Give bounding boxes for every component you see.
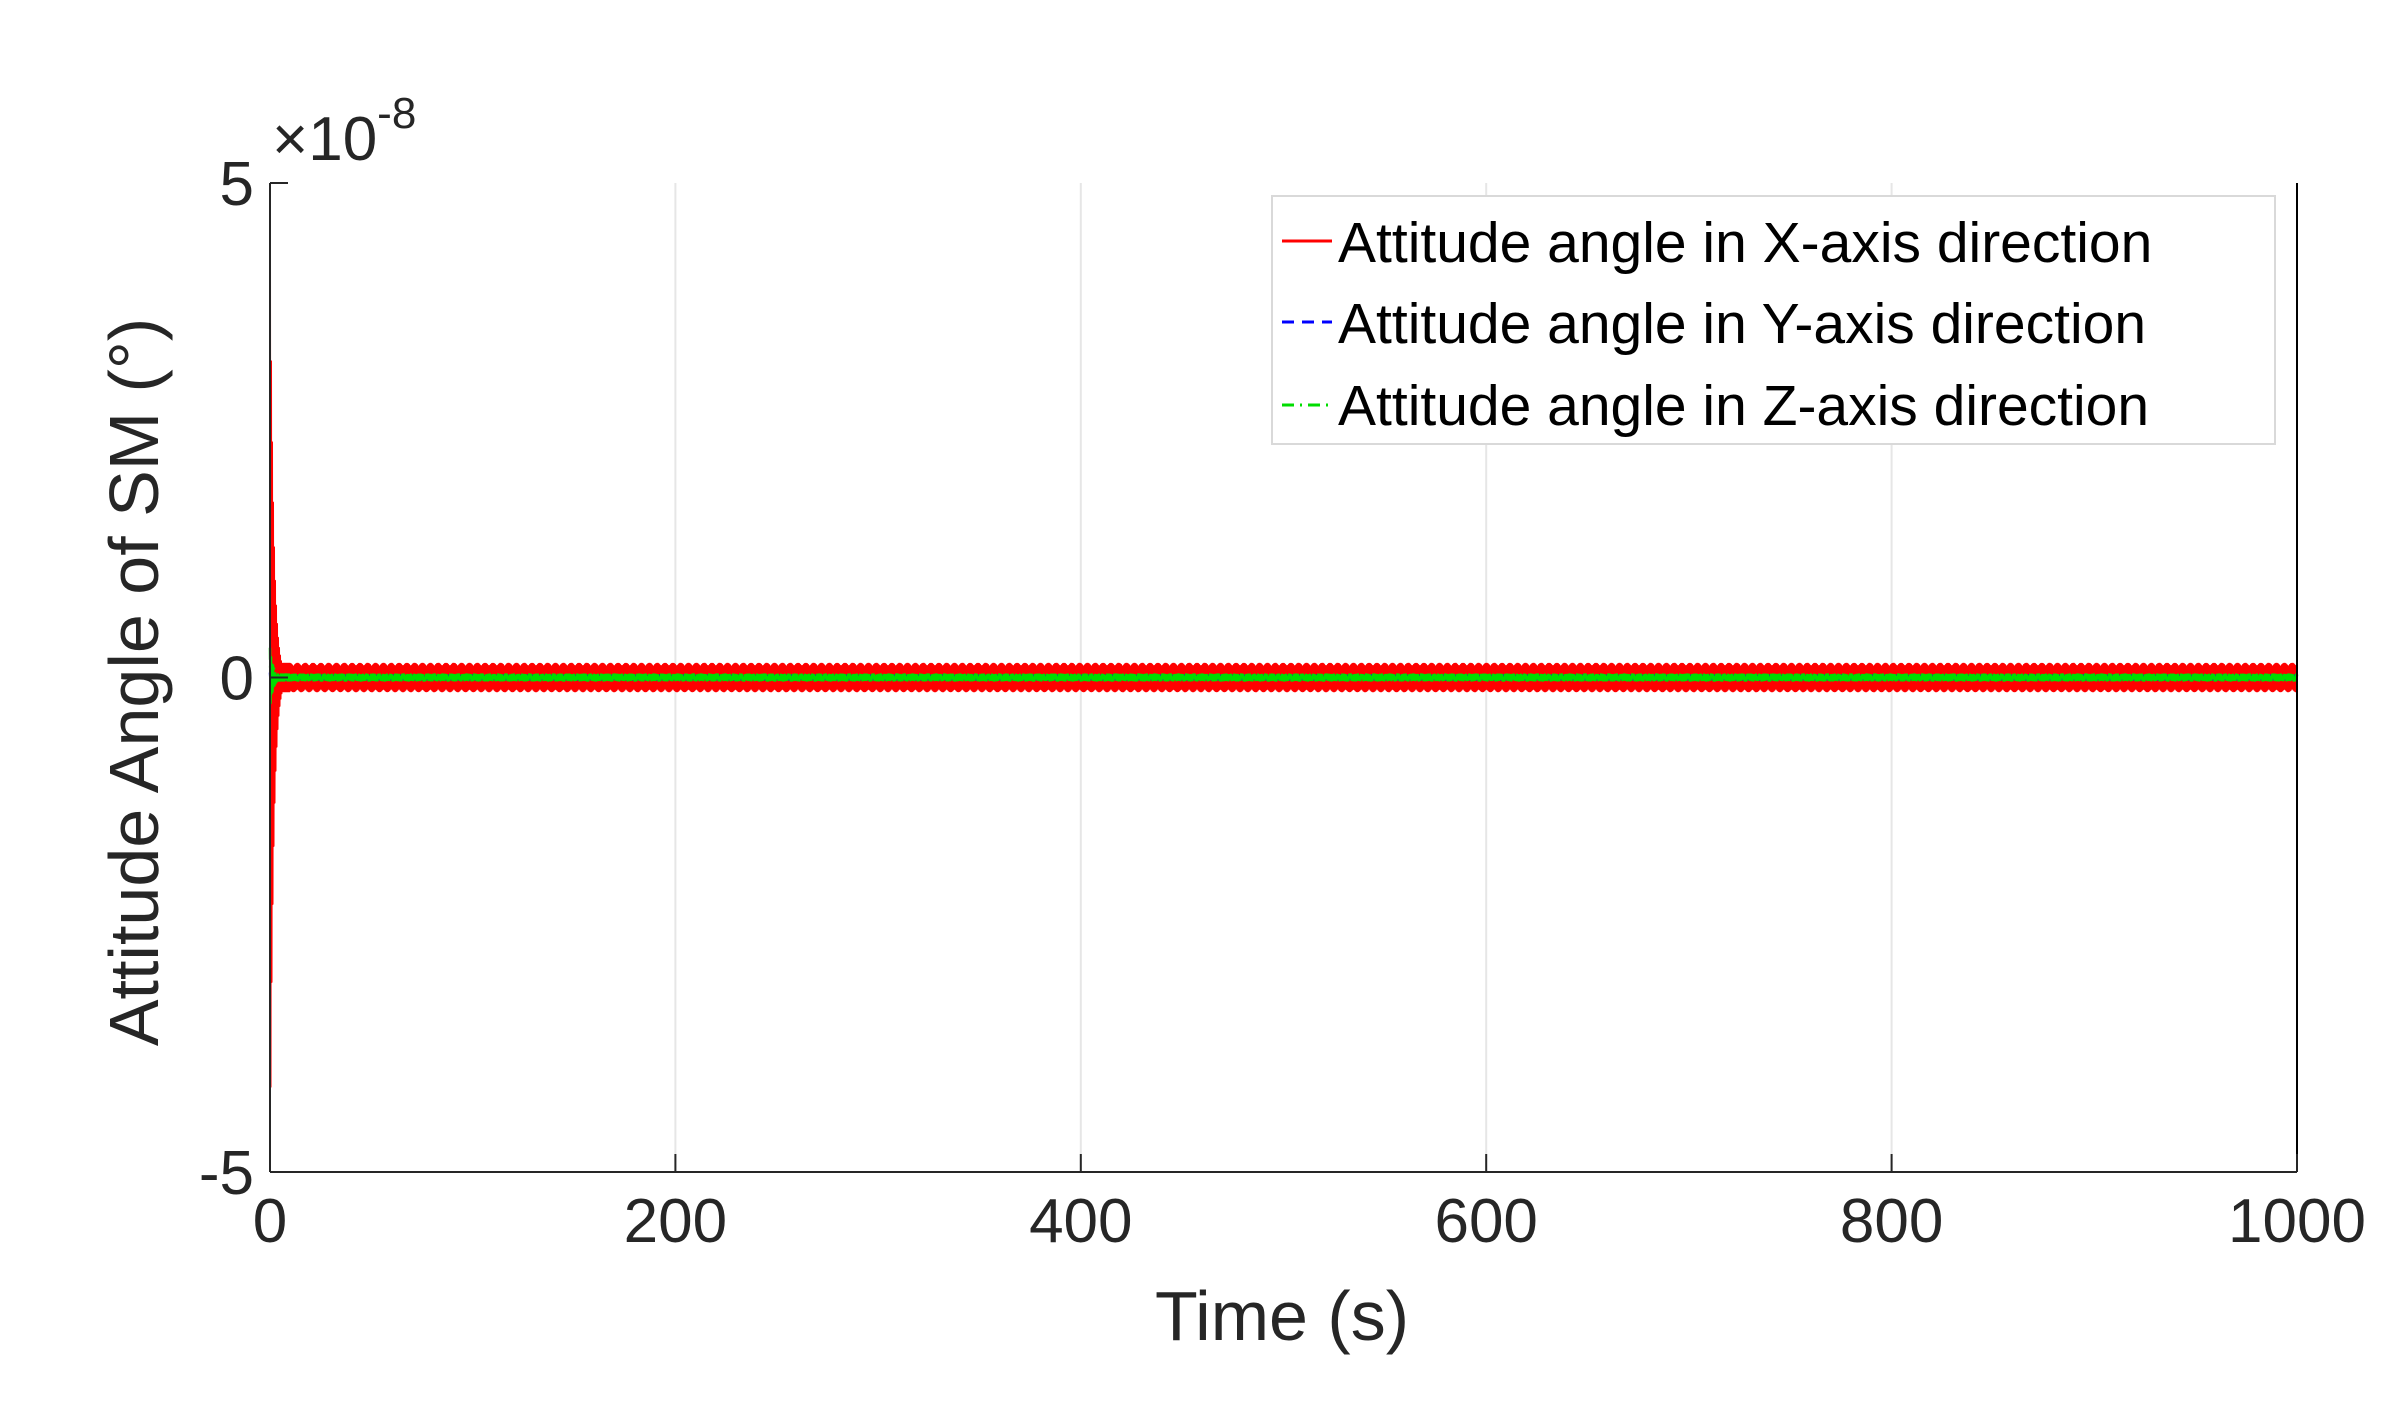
x-tick-label: 600 (1434, 1187, 1537, 1256)
series-line (268, 647, 2299, 705)
y-tick-label: 5 (220, 150, 254, 219)
y-tick-label: -5 (199, 1139, 254, 1208)
legend: Attitude angle in X-axis direction Attit… (1271, 195, 2276, 445)
x-tick-label: 200 (624, 1187, 727, 1256)
x-tick-label: 0 (253, 1187, 287, 1256)
x-axis-label: Time (s) (1155, 1277, 1409, 1355)
x-tick-label: 800 (1840, 1187, 1943, 1256)
legend-label-z: Attitude angle in Z-axis direction (1338, 374, 2149, 438)
x-tick-label: 400 (1029, 1187, 1132, 1256)
ticks-layer: 0 200 400 600 800 1000-505 (199, 150, 2366, 1256)
x-tick-label: 1000 (2228, 1187, 2366, 1256)
legend-box (1271, 195, 2276, 445)
series-layer (268, 252, 2299, 1088)
y-axis-label: Attitude Angle of SM (°) (95, 318, 173, 1046)
legend-label-x: Attitude angle in X-axis direction (1338, 211, 2152, 275)
legend-label-y: Attitude angle in Y-axis direction (1338, 292, 2146, 356)
y-exponent-label: ×10-8 (272, 89, 416, 174)
y-tick-label: 0 (220, 645, 254, 714)
